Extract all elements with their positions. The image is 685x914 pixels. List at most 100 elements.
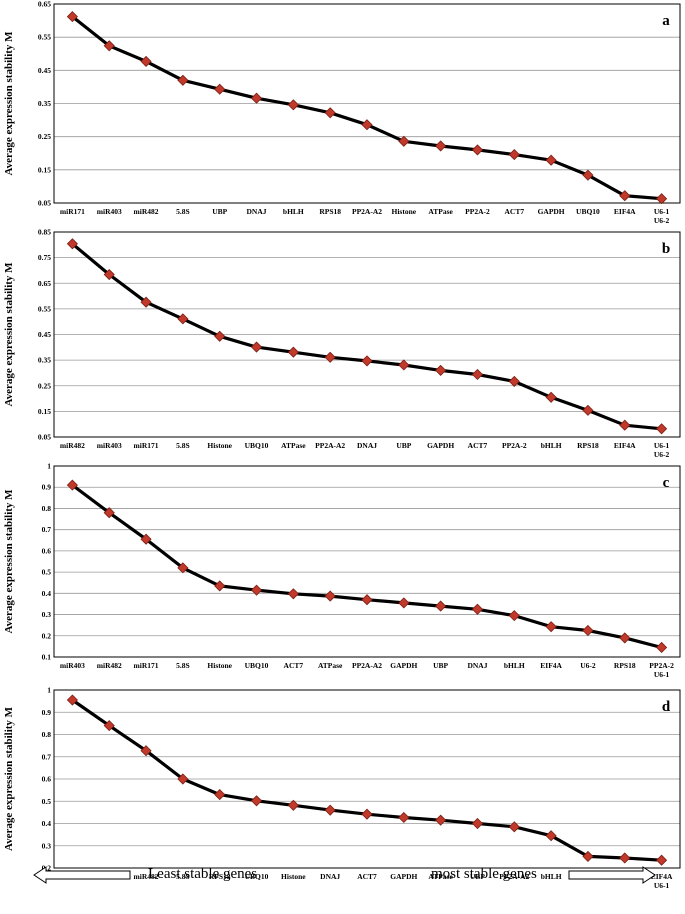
data-point bbox=[250, 92, 263, 104]
right-arrow-icon bbox=[568, 866, 656, 884]
y-axis-label: Average expression stability M bbox=[3, 706, 15, 851]
data-point bbox=[214, 330, 226, 342]
x-tick-label: ATPase bbox=[428, 207, 453, 216]
data-point bbox=[435, 814, 447, 826]
data-point bbox=[508, 149, 520, 161]
x-tick-label: RPS18 bbox=[209, 872, 231, 881]
data-point bbox=[471, 817, 484, 830]
y-tick-label: 0.7 bbox=[42, 525, 52, 534]
x-tick-label: Histone bbox=[207, 441, 232, 450]
data-point bbox=[66, 479, 78, 491]
y-tick-label: 0.05 bbox=[38, 199, 51, 208]
x-tick-label: UBQ10 bbox=[245, 441, 269, 450]
data-point bbox=[66, 694, 78, 706]
least-stable-label: Least stable genes bbox=[148, 866, 258, 882]
x-tick-label: UBQ10 bbox=[245, 872, 269, 881]
x-tick-label: UBP bbox=[433, 661, 448, 670]
data-point bbox=[140, 745, 152, 757]
x-tick-label: GAPDH bbox=[390, 661, 417, 670]
y-tick-label: 0.3 bbox=[42, 841, 52, 850]
chart-panel-a: 0.05 0.15 0.25 0.35 0.45 0.55 0.65 Average expr… bbox=[3, 0, 681, 225]
data-point bbox=[140, 55, 152, 67]
x-tick-label: PP2A-A2 bbox=[315, 441, 345, 450]
data-point bbox=[214, 789, 226, 801]
data-point bbox=[250, 795, 263, 807]
y-tick-label: 0.55 bbox=[38, 33, 51, 42]
x-tick-label: ATPase bbox=[281, 441, 306, 450]
data-point bbox=[287, 799, 299, 811]
y-tick-label: 0.65 bbox=[38, 0, 51, 9]
data-point bbox=[177, 773, 189, 785]
y-tick-label: 0.85 bbox=[38, 228, 51, 237]
data-point bbox=[324, 590, 336, 602]
data-point bbox=[361, 119, 373, 131]
data-point bbox=[656, 641, 668, 654]
panel-letter: c bbox=[663, 475, 670, 491]
data-point bbox=[287, 588, 299, 600]
data-point bbox=[619, 852, 631, 864]
x-tick-label: EIF4A bbox=[540, 661, 562, 670]
x-tick-label: PP2A-2 U6-1 bbox=[649, 661, 674, 679]
data-point bbox=[103, 507, 115, 519]
data-point bbox=[140, 533, 152, 545]
data-point bbox=[435, 140, 447, 152]
data-point bbox=[582, 850, 594, 862]
data-point bbox=[545, 830, 557, 842]
x-tick-label: GAPDH bbox=[427, 441, 454, 450]
x-tick-label: U6-1 U6-2 bbox=[654, 441, 670, 459]
x-tick-label: Histone bbox=[207, 661, 232, 670]
data-point bbox=[250, 341, 263, 353]
y-tick-label: 0.9 bbox=[42, 483, 52, 492]
most-stable-label: most stable genes bbox=[431, 866, 537, 882]
x-tick-label: ATPase bbox=[428, 872, 453, 881]
series-line bbox=[71, 483, 663, 650]
x-tick-label: UBP bbox=[470, 872, 485, 881]
x-tick-label: bHLH bbox=[541, 872, 562, 881]
y-tick-label: 0.15 bbox=[38, 407, 51, 416]
x-tick-label: ACT7 bbox=[468, 441, 488, 450]
x-tick-label: ACT7 bbox=[284, 661, 304, 670]
x-tick-label: 5.8S bbox=[176, 207, 190, 216]
x-tick-label: miR482 bbox=[134, 872, 159, 881]
data-point bbox=[545, 621, 557, 633]
data-point bbox=[508, 610, 520, 622]
y-tick-label: 0.05 bbox=[38, 433, 51, 442]
x-tick-label: EIF4A U6-1 bbox=[651, 872, 673, 890]
data-point bbox=[656, 423, 668, 435]
x-tick-label: U6-2 bbox=[580, 661, 596, 670]
chart-panel-c: 0.1 0.2 0.3 0.4 0.5 0.6 0.7 0.8 0.9 1 Average expr… bbox=[3, 462, 681, 679]
x-tick-label: RPS18 bbox=[319, 207, 341, 216]
x-tick-label: DNAJ bbox=[247, 207, 267, 216]
chart-panel-b: 0.05 0.15 0.25 0.35 0.45 0.55 0.65 0.75 0.85 Aver… bbox=[3, 228, 681, 459]
plot-frame bbox=[53, 465, 681, 658]
x-tick-label: UBQ10 bbox=[245, 661, 269, 670]
x-tick-label: 5.8S bbox=[176, 661, 190, 670]
data-point bbox=[177, 74, 189, 86]
data-point bbox=[435, 364, 447, 376]
x-tick-label: PP2A-A2 bbox=[499, 872, 529, 881]
x-tick-label: PP2A-A2 bbox=[352, 661, 382, 670]
y-tick-label: 0.65 bbox=[38, 279, 51, 288]
x-tick-label: DNAJ bbox=[320, 872, 340, 881]
y-tick-label: 0.6 bbox=[42, 775, 52, 784]
y-tick-label: 1 bbox=[47, 462, 51, 471]
data-point bbox=[656, 193, 668, 205]
data-point bbox=[287, 346, 299, 358]
x-tick-label: PP2A-A2 bbox=[352, 207, 382, 216]
x-tick-label: DNAJ bbox=[467, 661, 487, 670]
x-tick-label: miR171 bbox=[60, 207, 85, 216]
x-tick-label: bHLH bbox=[283, 207, 304, 216]
data-point bbox=[103, 720, 115, 732]
x-tick-label: miR482 bbox=[60, 441, 85, 450]
data-point bbox=[103, 268, 115, 281]
x-tick-label: RPS18 bbox=[614, 661, 636, 670]
x-tick-label: miR171 bbox=[134, 441, 159, 450]
data-point bbox=[324, 804, 336, 816]
data-point bbox=[471, 144, 484, 156]
panel-letter: a bbox=[662, 13, 670, 29]
panel-letter: b bbox=[662, 241, 670, 257]
data-point bbox=[398, 359, 410, 371]
data-point bbox=[361, 808, 373, 820]
